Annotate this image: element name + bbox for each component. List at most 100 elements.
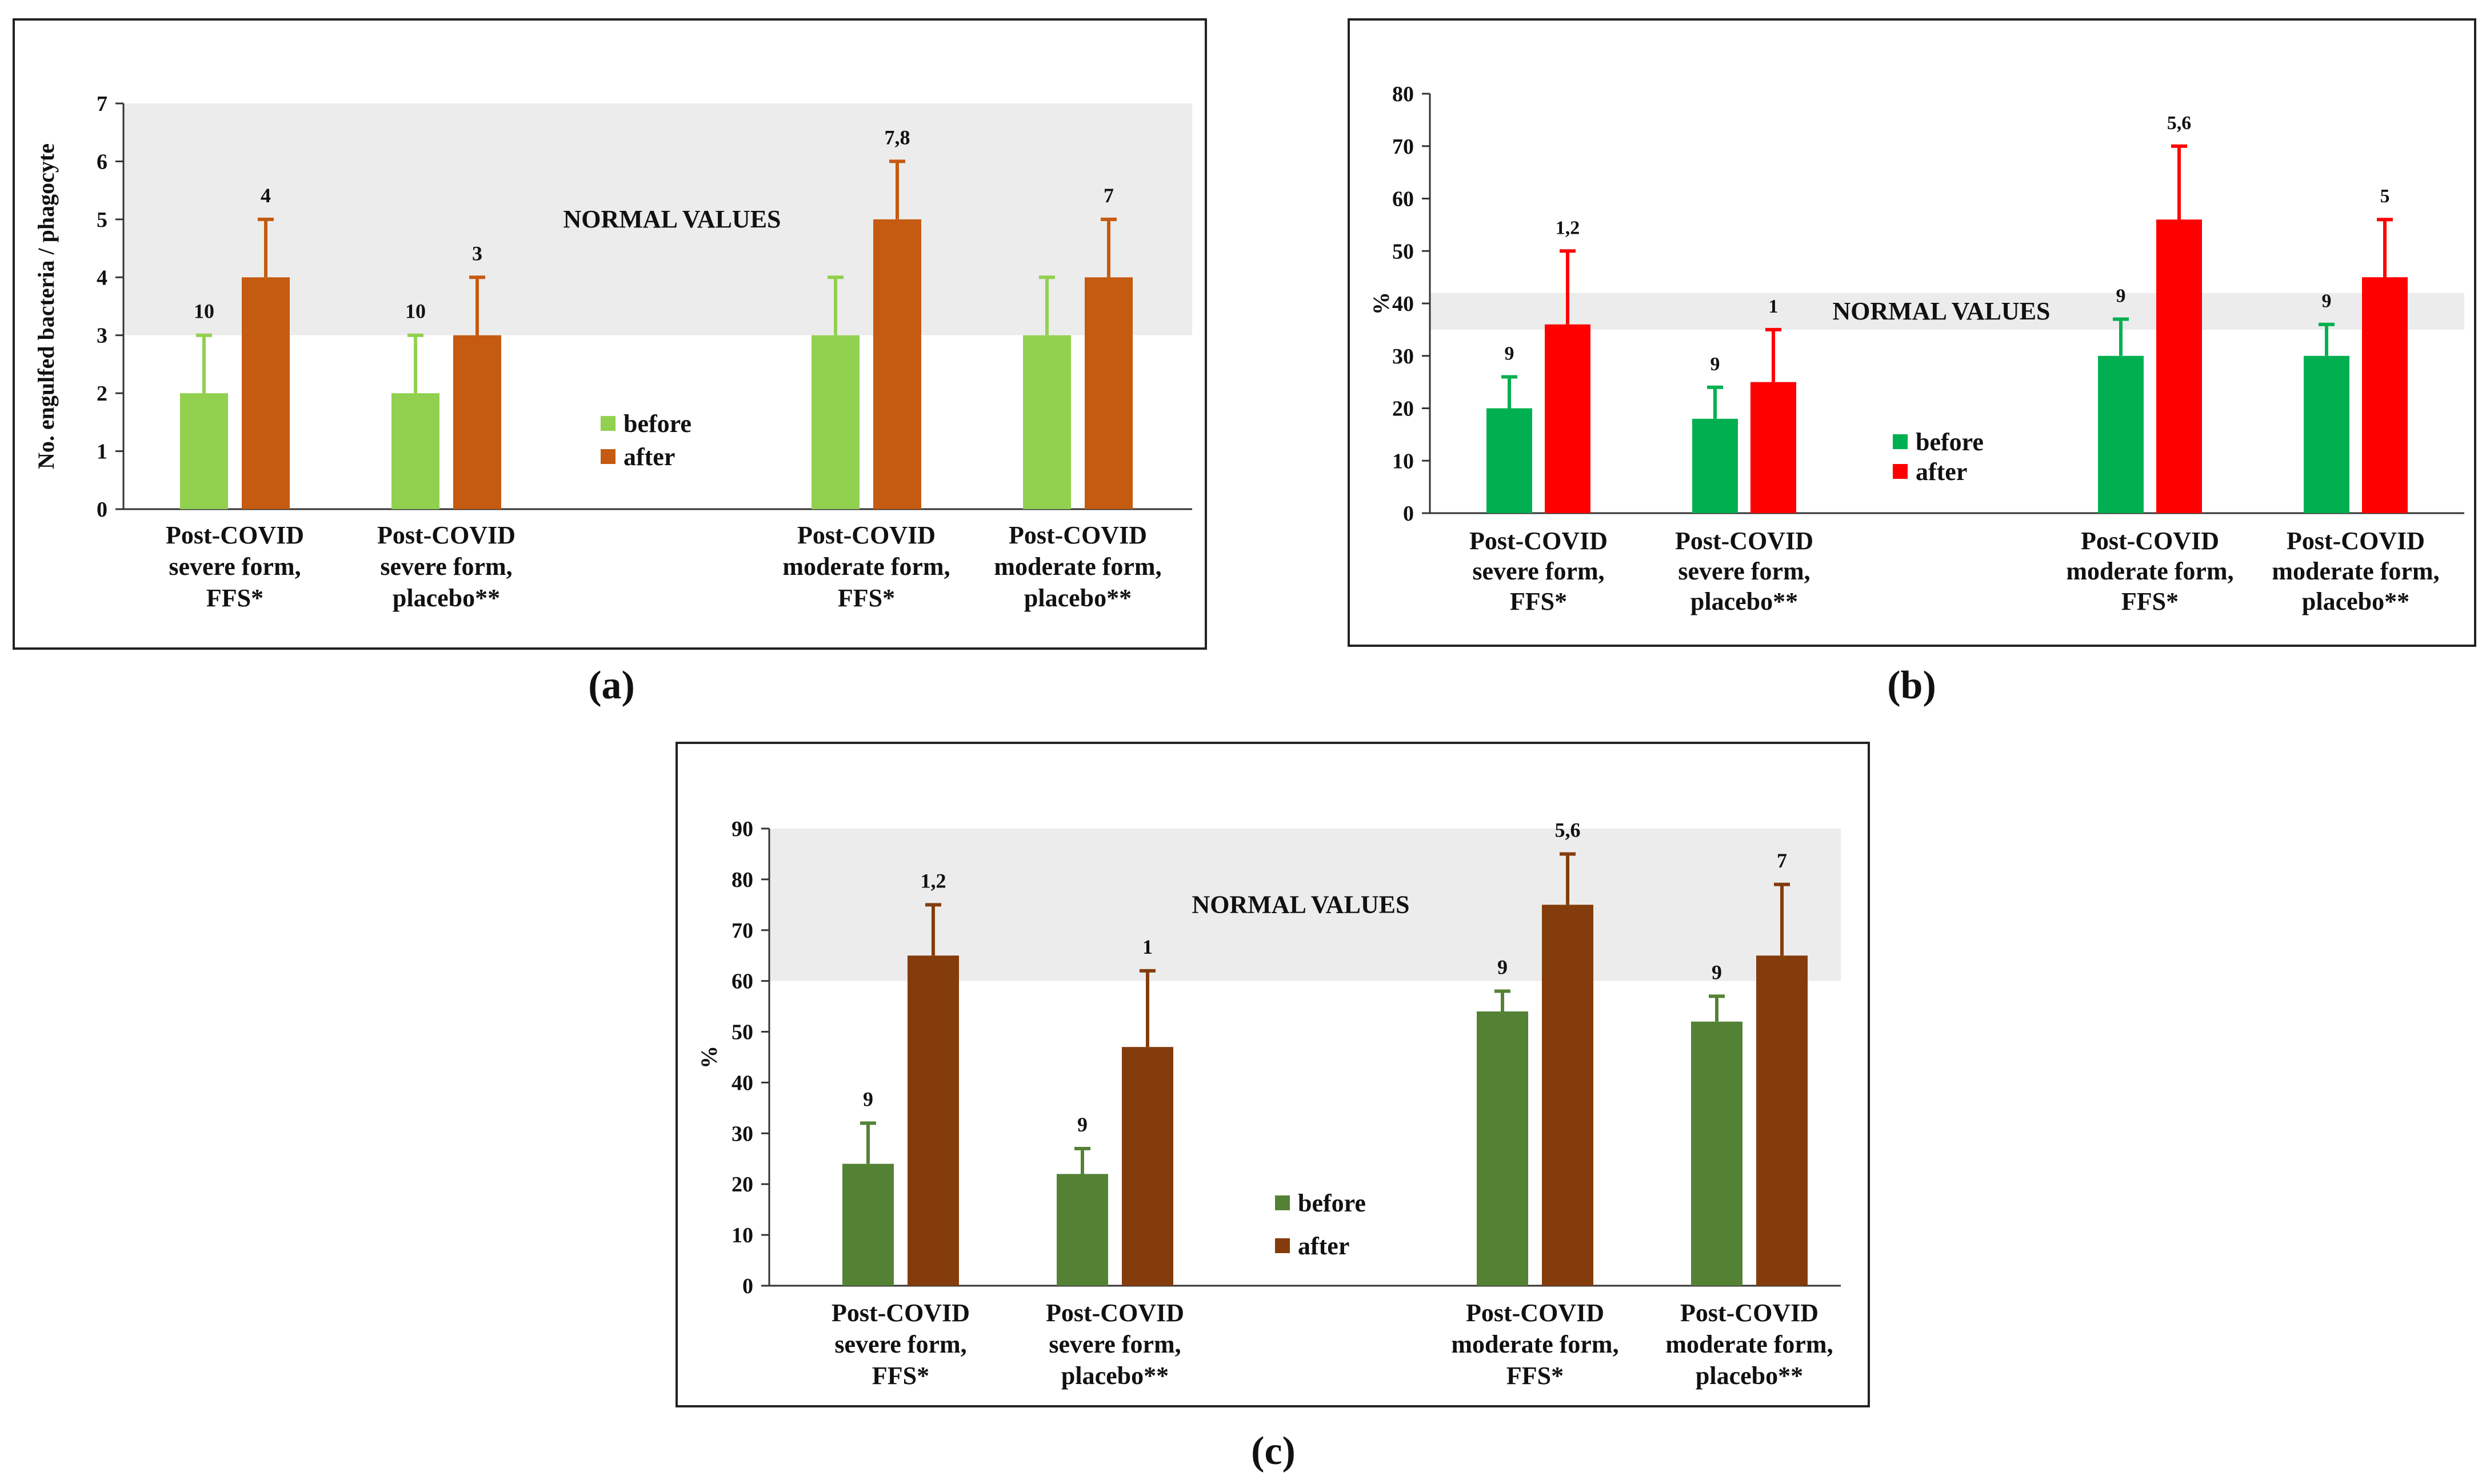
bar-before-2 xyxy=(1057,1174,1108,1286)
y-axis-label: No. engulfed bacteria / phagocyte xyxy=(33,143,59,469)
normal-values-label: NORMAL VALUES xyxy=(563,205,781,233)
bar-after-3 xyxy=(1542,905,1593,1286)
bar-after-2 xyxy=(1122,1047,1173,1286)
y-tick-label: 60 xyxy=(1392,187,1414,211)
data-label: 10 xyxy=(194,300,214,323)
legend-swatch-after xyxy=(1275,1238,1290,1253)
bar-after-1 xyxy=(908,955,959,1286)
y-tick-label: 6 xyxy=(97,150,107,174)
bar-before-1 xyxy=(180,393,228,509)
y-tick-label: 40 xyxy=(1392,292,1414,316)
y-tick-label: 30 xyxy=(1392,345,1414,369)
legend-label-after: after xyxy=(1298,1232,1349,1260)
category-label-1: Post-COVID severe form, FFS* xyxy=(832,1299,970,1390)
y-tick-label: 50 xyxy=(1392,239,1414,263)
y-tick-label: 4 xyxy=(97,266,107,290)
legend-label-before: before xyxy=(1298,1189,1366,1217)
category-label-1: Post-COVID severe form, FFS* xyxy=(166,521,304,612)
bar-before-3 xyxy=(2098,355,2144,513)
category-label-1: Post-COVID severe form, FFS* xyxy=(1469,527,1608,615)
normal-values-band xyxy=(769,829,1841,981)
y-tick-label: 0 xyxy=(97,498,107,522)
data-label: 1 xyxy=(1142,935,1153,958)
category-label-4: Post-COVID moderate form, placebo** xyxy=(994,521,1161,612)
bar-before-2 xyxy=(391,393,439,509)
data-label: 7 xyxy=(1777,849,1787,872)
data-label: 9 xyxy=(1505,343,1514,364)
bar-after-4 xyxy=(1085,277,1133,509)
data-label: 9 xyxy=(1077,1113,1088,1136)
legend-label-after: after xyxy=(1916,458,1967,486)
legend-swatch-before xyxy=(601,416,615,431)
category-label-2: Post-COVID severe form, placebo** xyxy=(1675,527,1813,615)
bar-before-1 xyxy=(1486,408,1532,513)
data-label: 10 xyxy=(405,300,426,323)
y-tick-label: 90 xyxy=(732,817,753,841)
y-tick-label: 30 xyxy=(732,1122,753,1146)
y-tick-label: 60 xyxy=(732,970,753,994)
data-label: 9 xyxy=(1710,354,1720,375)
chart-a: NORMAL VALUES 0 1 2 3 4 5 6 7 No. engulfed bacter… xyxy=(33,92,1192,612)
bar-before-4 xyxy=(2304,355,2349,513)
legend-label-before: before xyxy=(1916,428,1984,456)
y-tick-label: 80 xyxy=(732,868,753,892)
bar-before-3 xyxy=(812,335,860,509)
y-tick-label: 20 xyxy=(1392,397,1414,421)
data-label: 5,6 xyxy=(2167,113,2192,134)
bar-after-3 xyxy=(2156,219,2202,513)
y-tick-label: 10 xyxy=(1392,449,1414,473)
normal-values-band xyxy=(1430,293,2464,330)
category-label-3: Post-COVID moderate form, FFS* xyxy=(2066,527,2233,615)
bar-after-1 xyxy=(1545,324,1590,513)
legend-swatch-after xyxy=(601,449,615,464)
category-label-3: Post-COVID moderate form, FFS* xyxy=(782,521,950,612)
legend-label-before: before xyxy=(624,410,692,438)
category-label-2: Post-COVID severe form, placebo** xyxy=(377,521,515,612)
y-tick-label: 3 xyxy=(97,324,107,348)
data-label: 9 xyxy=(1712,961,1722,983)
data-label: 9 xyxy=(2116,286,2126,307)
panel-label-c: (c) xyxy=(1251,1429,1296,1473)
y-tick-label: 50 xyxy=(732,1021,753,1045)
bar-before-3 xyxy=(1477,1011,1528,1286)
y-tick-label: 0 xyxy=(742,1274,753,1298)
data-label: 7,8 xyxy=(885,126,910,149)
normal-values-label: NORMAL VALUES xyxy=(1832,297,2050,325)
data-label: 1,2 xyxy=(1556,217,1580,238)
data-label: 4 xyxy=(261,184,271,207)
y-tick-label: 0 xyxy=(1403,502,1414,526)
bar-after-3 xyxy=(873,219,921,509)
category-label-4: Post-COVID moderate form, placebo** xyxy=(2272,527,2439,615)
data-label: 5,6 xyxy=(1555,818,1581,841)
category-label-3: Post-COVID moderate form, FFS* xyxy=(1451,1299,1618,1390)
legend-label-after: after xyxy=(624,443,675,471)
data-label: 1,2 xyxy=(921,869,946,892)
y-tick-label: 10 xyxy=(732,1223,753,1247)
y-tick-label: 7 xyxy=(97,92,107,116)
data-label: 7 xyxy=(1104,184,1114,207)
y-tick-label: 80 xyxy=(1392,82,1414,106)
bar-before-2 xyxy=(1692,418,1738,513)
chart-panel-a: NORMAL VALUES 0 1 2 3 4 5 6 7 No. engulfed bacter… xyxy=(13,18,1207,650)
y-axis-label: % xyxy=(696,1046,722,1069)
legend-swatch-before xyxy=(1893,434,1908,449)
panel-label-b: (b) xyxy=(1887,663,1936,707)
bar-before-4 xyxy=(1023,335,1071,509)
bar-after-1 xyxy=(242,277,290,509)
chart-panel-b: NORMAL VALUES 0 10 20 30 40 50 60 70 80% 9 9 9 9 1,2 1 5… xyxy=(1348,18,2476,647)
bar-before-1 xyxy=(842,1163,894,1286)
y-tick-label: 5 xyxy=(97,208,107,232)
data-label: 5 xyxy=(2380,186,2390,207)
legend-swatch-before xyxy=(1275,1195,1290,1210)
y-axis-label: % xyxy=(1368,292,1394,315)
chart-b: NORMAL VALUES 0 10 20 30 40 50 60 70 80% 9 9 9 9 1,2 1 5… xyxy=(1368,82,2464,615)
bar-after-2 xyxy=(453,335,501,509)
data-label: 9 xyxy=(2322,291,2332,312)
data-label: 3 xyxy=(472,242,482,265)
panel-label-a: (a) xyxy=(588,663,635,707)
y-tick-label: 40 xyxy=(732,1071,753,1095)
data-label: 1 xyxy=(1769,296,1778,317)
chart-panel-c: NORMAL VALUES 0 10 20 30 40 50 60 70 80 90% 9 9 9 9 1,2… xyxy=(676,742,1870,1407)
y-tick-label: 1 xyxy=(97,440,107,464)
data-label: 9 xyxy=(863,1088,873,1111)
